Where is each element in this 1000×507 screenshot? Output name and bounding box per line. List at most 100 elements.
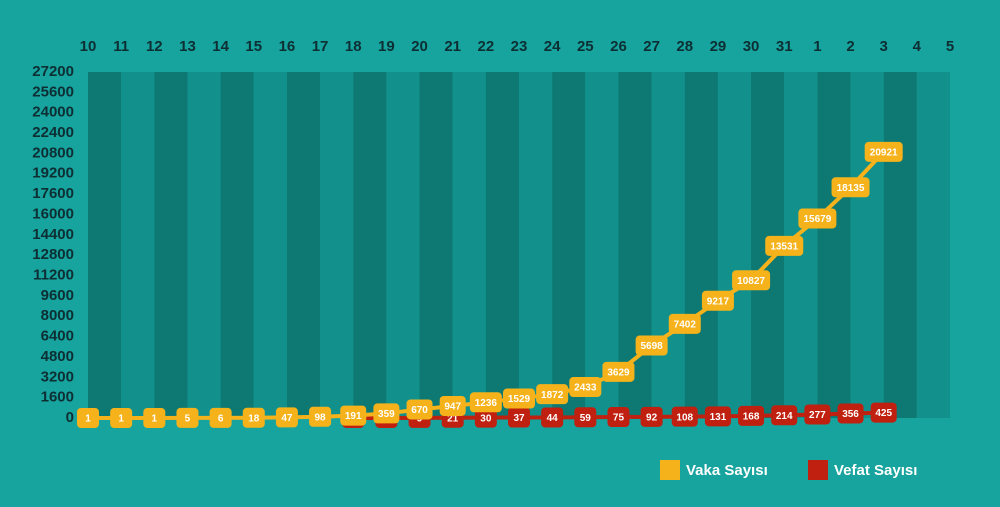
x-tick-label: 17 (312, 38, 329, 55)
data-label: 425 (875, 408, 892, 419)
data-label: 37 (513, 413, 525, 424)
data-point (242, 407, 265, 428)
data-point (574, 407, 597, 428)
data-label: 214 (776, 411, 793, 422)
y-tick-label: 3200 (41, 368, 74, 385)
column-stripe (717, 72, 752, 418)
data-label: 18 (248, 413, 260, 424)
data-point (569, 377, 602, 398)
data-point (701, 290, 734, 311)
data-label: 15679 (803, 214, 831, 225)
data-label: 670 (411, 405, 428, 416)
data-label: 359 (378, 409, 395, 420)
y-tick-label: 22400 (32, 124, 74, 141)
x-tick-label: 10 (80, 38, 97, 55)
data-label: 108 (676, 412, 693, 423)
data-label: 1 (118, 414, 124, 425)
y-tick-label: 0 (66, 409, 74, 426)
data-point (704, 406, 731, 427)
column-stripe (320, 72, 354, 418)
x-tick-label: 3 (880, 38, 888, 55)
x-tick-label: 12 (146, 38, 163, 55)
data-label: 1236 (475, 398, 498, 409)
data-point (406, 399, 433, 420)
data-point (340, 405, 367, 426)
data-label: 1872 (541, 390, 564, 401)
x-tick-label: 31 (776, 38, 793, 55)
y-tick-label: 4800 (41, 348, 74, 365)
data-label: 47 (281, 413, 293, 424)
legend-swatch (660, 460, 680, 480)
y-tick-label: 8000 (41, 307, 74, 324)
x-tick-label: 23 (511, 38, 528, 55)
column-stripe (684, 72, 718, 418)
x-tick-label: 19 (378, 38, 395, 55)
data-label: 947 (444, 402, 461, 413)
data-point (275, 407, 298, 428)
column-stripe (916, 72, 950, 418)
data-point (607, 407, 630, 428)
column-stripe (286, 72, 321, 418)
y-tick-label: 24000 (32, 104, 74, 121)
column-stripe (419, 72, 453, 418)
data-point (439, 395, 466, 416)
data-point (503, 388, 535, 409)
data-label: 3629 (607, 367, 630, 378)
x-tick-label: 25 (577, 38, 594, 55)
column-stripe (386, 72, 420, 418)
data-point (143, 407, 166, 428)
x-tick-label: 14 (212, 38, 229, 55)
column-stripe (651, 72, 685, 418)
column-stripe (88, 72, 122, 418)
data-point (837, 403, 864, 424)
column-stripe (883, 72, 917, 418)
data-label: 356 (842, 409, 859, 420)
data-point (765, 235, 804, 256)
y-tick-label: 16000 (32, 205, 74, 222)
y-tick-label: 6400 (41, 328, 74, 345)
data-point (671, 406, 698, 427)
column-stripe (220, 72, 254, 418)
x-tick-label: 11 (113, 38, 129, 55)
data-point (536, 384, 569, 405)
data-point (804, 404, 831, 425)
column-stripe (850, 72, 884, 418)
data-label: 131 (710, 412, 727, 423)
data-label: 1 (85, 414, 91, 425)
x-tick-label: 1 (813, 38, 821, 55)
data-point (541, 407, 564, 428)
column-stripe (253, 72, 287, 418)
column-stripe (121, 72, 155, 418)
x-tick-label: 24 (544, 38, 561, 55)
x-tick-label: 18 (345, 38, 362, 55)
x-tick-label: 22 (478, 38, 495, 55)
data-label: 1 (152, 414, 158, 425)
data-label: 21 (447, 413, 459, 424)
data-label: 10827 (737, 276, 765, 287)
data-label: 6 (218, 414, 224, 425)
y-tick-label: 9600 (41, 287, 74, 304)
x-tick-label: 5 (946, 38, 954, 55)
data-label: 9217 (707, 296, 730, 307)
data-point (635, 335, 668, 356)
data-point (77, 407, 99, 428)
y-tick-label: 19200 (32, 165, 74, 182)
y-tick-label: 25600 (32, 83, 74, 100)
column-stripe (452, 72, 486, 418)
data-point (474, 407, 497, 428)
column-stripe (353, 72, 387, 418)
data-point (110, 407, 133, 428)
data-label: 30 (480, 413, 492, 424)
legend-label: Vaka Sayısı (686, 462, 768, 479)
data-label: 20921 (870, 148, 898, 159)
y-tick-label: 20800 (32, 144, 74, 161)
x-tick-label: 28 (676, 38, 693, 55)
data-point (831, 177, 870, 198)
data-point (602, 361, 635, 382)
data-point (732, 270, 771, 291)
x-tick-label: 26 (610, 38, 627, 55)
y-tick-label: 17600 (32, 185, 74, 202)
data-point (309, 406, 332, 427)
data-point (469, 392, 502, 413)
data-label: 75 (613, 413, 625, 424)
